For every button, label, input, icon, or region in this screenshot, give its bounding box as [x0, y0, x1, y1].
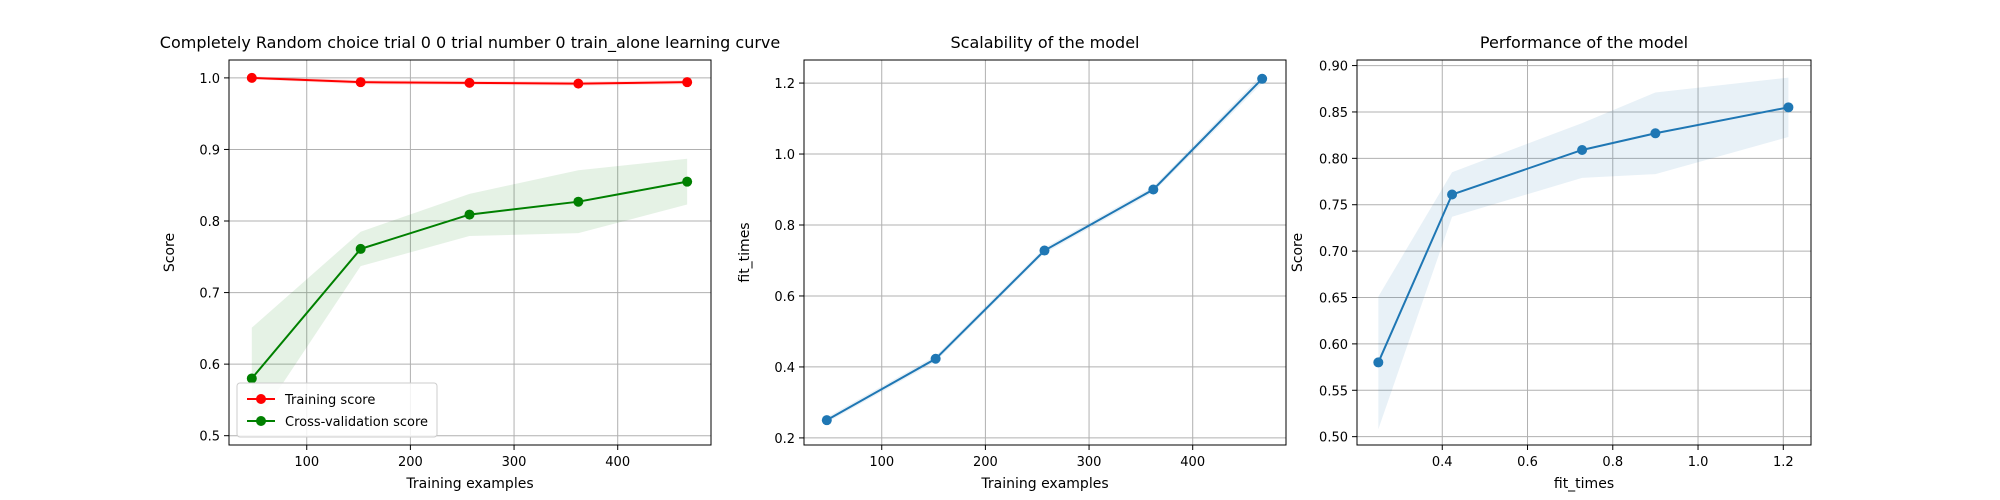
x-axis-label: Training examples — [405, 476, 533, 492]
legend-swatch-marker — [256, 394, 266, 404]
y-tick-label: 0.50 — [1319, 431, 1348, 446]
y-axis-label: Score — [1290, 233, 1306, 272]
y-tick-label: 0.90 — [1319, 60, 1348, 75]
data-point — [1650, 128, 1661, 139]
data-point — [682, 77, 693, 88]
axes-frame — [803, 59, 1287, 446]
x-axis-label: Training examples — [980, 476, 1108, 492]
data-point — [1257, 73, 1268, 84]
x-axis-label: fit_times — [1554, 476, 1614, 492]
data-point — [355, 243, 366, 254]
data-point — [930, 353, 941, 364]
y-tick-label: 0.85 — [1319, 106, 1348, 121]
y-tick-label: 0.80 — [1319, 152, 1348, 167]
y-tick-label: 0.9 — [199, 143, 220, 158]
x-tick-label: 0.8 — [1602, 455, 1623, 470]
y-tick-label: 1.0 — [774, 148, 795, 163]
y-tick-label: 0.6 — [774, 290, 795, 305]
legend-box — [236, 382, 438, 438]
data-point — [821, 415, 832, 426]
x-tick-label: 200 — [398, 455, 423, 470]
legend-swatch-marker — [256, 416, 266, 426]
y-axis-label: fit_times — [737, 222, 753, 282]
x-tick-label: 200 — [973, 455, 998, 470]
y-tick-label: 1.2 — [774, 77, 795, 92]
x-tick-label: 400 — [605, 455, 630, 470]
chart-title: Performance of the model — [1480, 33, 1688, 52]
y-axis-label: Score — [162, 233, 178, 272]
y-tick-label: 0.7 — [199, 287, 220, 302]
y-tick-label: 0.5 — [199, 430, 220, 445]
x-tick-label: 100 — [869, 455, 894, 470]
y-tick-label: 0.55 — [1319, 384, 1348, 399]
y-tick-label: 0.60 — [1319, 338, 1348, 353]
y-tick-label: 0.4 — [774, 361, 795, 376]
x-tick-label: 300 — [502, 455, 527, 470]
y-tick-label: 1.0 — [199, 72, 220, 87]
chart-title: Completely Random choice trial 0 0 trial… — [160, 33, 780, 53]
x-tick-label: 300 — [1077, 455, 1102, 470]
data-point — [464, 77, 475, 88]
data-point — [464, 209, 475, 220]
x-tick-label: 400 — [1180, 455, 1205, 470]
chart-panel-1: 100 200 300 400 0.5 0.6 0.7 0.8 0.9 1.0 Completely… — [160, 33, 780, 492]
axes-frame — [1356, 59, 1812, 446]
y-tick-label: 0.75 — [1319, 199, 1348, 214]
legend-label: Cross-validation score — [285, 415, 428, 430]
data-point — [355, 77, 366, 88]
axes-frame — [228, 59, 712, 446]
chart-title: Scalability of the model — [951, 33, 1140, 52]
data-point — [1148, 184, 1159, 195]
legend-label: Training score — [284, 393, 375, 408]
series-band-2 — [251, 158, 688, 430]
chart-panel-3: 0.4 0.6 0.8 1.0 1.2 0.50 0.55 0.60 0.65 0.70 0.75 0… — [1290, 33, 1812, 492]
data-point — [1577, 144, 1588, 155]
series-band-1 — [1378, 77, 1789, 430]
y-tick-label: 0.8 — [774, 219, 795, 234]
y-tick-label: 0.8 — [199, 215, 220, 230]
data-point — [573, 196, 584, 207]
data-point — [246, 373, 257, 384]
y-tick-label: 0.70 — [1319, 245, 1348, 260]
chart-panel-2: 100 200 300 400 0.2 0.4 0.6 0.8 1.0 1.2 Scalabilit… — [737, 33, 1287, 492]
data-point — [246, 72, 257, 83]
x-tick-label: 0.6 — [1517, 455, 1538, 470]
data-point — [1373, 357, 1384, 368]
data-point — [1783, 102, 1794, 113]
data-point — [1039, 245, 1050, 256]
x-tick-label: 100 — [294, 455, 319, 470]
data-point — [1447, 189, 1458, 200]
x-tick-label: 1.2 — [1773, 455, 1794, 470]
y-tick-label: 0.2 — [774, 432, 795, 447]
data-point — [573, 78, 584, 89]
y-tick-label: 0.65 — [1319, 291, 1348, 306]
legend: Training score Cross-validation score — [236, 382, 438, 438]
x-tick-label: 0.4 — [1432, 455, 1453, 470]
data-point — [682, 176, 693, 187]
x-tick-label: 1.0 — [1688, 455, 1709, 470]
y-tick-label: 0.6 — [199, 358, 220, 373]
